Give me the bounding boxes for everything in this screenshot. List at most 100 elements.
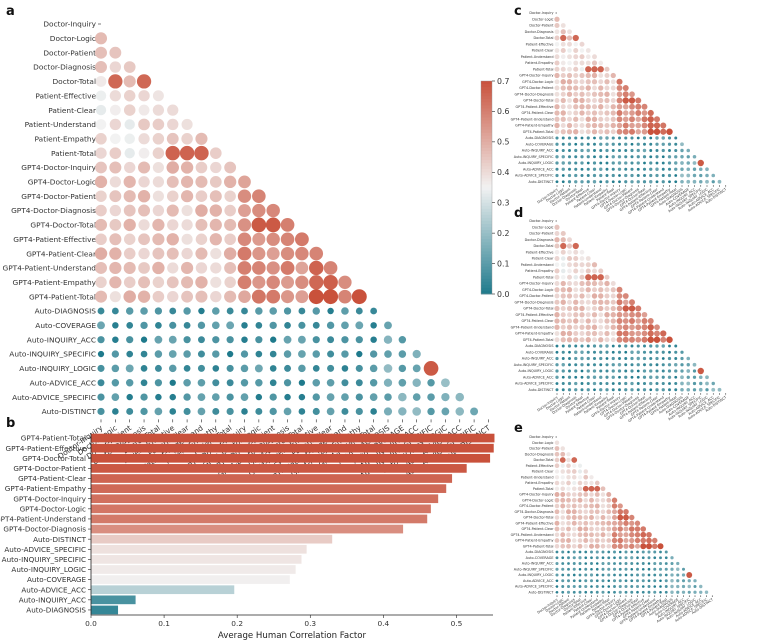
cell-a-25-23 (427, 379, 435, 387)
cell-a-21-16 (326, 321, 335, 330)
cell-e-09-07 (594, 485, 601, 492)
row-label-c-19: GPT4-Patient-Total (523, 130, 554, 134)
cell-a-26-21 (398, 392, 407, 402)
cell-e-25-06 (589, 579, 594, 583)
cell-e-25-13 (630, 579, 634, 583)
cell-d-17-01 (560, 324, 566, 330)
cell-c-22-10 (617, 148, 622, 153)
row-label-c-15: GPT4-Patient-Effective (516, 105, 554, 109)
cell-c-14-06 (592, 98, 597, 103)
cell-e-08-02 (566, 480, 571, 486)
cell-c-25-18 (667, 167, 672, 171)
cell-c-12-00 (554, 85, 560, 91)
cell-a-21-07 (197, 321, 206, 330)
cell-a-27-23 (427, 407, 435, 416)
cell-d-18-05 (585, 330, 591, 337)
cell-e-22-00 (555, 561, 559, 566)
cell-c-21-00 (555, 142, 559, 146)
bar-17 (91, 605, 119, 615)
cell-c-09-08 (604, 66, 610, 72)
colorbar-segment-54 (481, 245, 492, 249)
cell-d-19-17 (660, 336, 667, 343)
cell-d-26-08 (605, 381, 609, 386)
cell-a-21-09 (226, 321, 235, 330)
cell-d-17-00 (554, 324, 560, 330)
cell-a-05-02 (123, 90, 136, 102)
cell-d-20-15 (649, 344, 653, 348)
cell-c-17-16 (653, 116, 661, 123)
cell-a-27-01 (112, 408, 119, 415)
row-label-d-19: GPT4-Patient-Total (523, 338, 554, 342)
cell-d-19-10 (616, 336, 623, 343)
cell-a-18-06 (181, 276, 194, 289)
cell-e-24-00 (555, 573, 559, 577)
cell-c-19-04 (579, 129, 585, 135)
cell-a-16-13 (280, 246, 295, 261)
cell-e-21-07 (595, 556, 599, 560)
cell-e-26-19 (664, 585, 668, 588)
cell-d-21-09 (611, 350, 615, 354)
cell-c-19-10 (616, 128, 623, 135)
cell-c-18-04 (579, 123, 585, 128)
cell-d-23-01 (561, 363, 565, 367)
cell-a-12-04 (152, 190, 164, 202)
row-label-e-13: GPT4-Doctor-Diagnosis (515, 510, 554, 514)
cell-d-25-15 (649, 375, 653, 379)
row-label-d-08: Patient-Empathy (525, 269, 553, 273)
cell-d-18-06 (591, 330, 598, 337)
cell-d-25-14 (642, 375, 647, 379)
cell-e-24-05 (584, 573, 588, 577)
cell-c-07-01 (560, 54, 566, 60)
cell-c-17-13 (635, 116, 641, 122)
cell-c-25-19 (674, 167, 678, 171)
colorbar-tick-label-1: 0.1 (497, 259, 509, 268)
cell-c-14-08 (604, 97, 610, 104)
cell-a-16-10 (237, 246, 252, 261)
cell-c-21-20 (680, 142, 684, 147)
cell-d-18-11 (622, 330, 629, 337)
cell-e-20-02 (567, 550, 570, 554)
cell-c-18-11 (622, 122, 629, 129)
cell-c-08-04 (579, 60, 585, 66)
cell-a-05-03 (138, 90, 150, 102)
row-label-e-00: Doctor-Inquiry (529, 435, 553, 439)
cell-d-23-12 (630, 363, 634, 367)
cell-a-17-10 (237, 261, 252, 275)
cell-c-15-01 (560, 104, 566, 110)
cell-e-24-15 (641, 573, 645, 577)
cell-c-10-00 (554, 72, 560, 79)
cell-e-27-06 (590, 590, 593, 594)
row-label-c-27: Auto-DISTINCT (529, 180, 555, 184)
cell-a-17-00 (95, 261, 107, 274)
cell-a-25-10 (240, 379, 249, 387)
cell-a-02-00 (95, 46, 107, 59)
cell-a-24-19 (369, 364, 378, 373)
cell-e-15-07 (594, 520, 600, 526)
cell-e-21-00 (555, 556, 559, 560)
cell-a-19-12 (266, 289, 281, 304)
cell-e-06-04 (577, 469, 583, 474)
cell-c-18-03 (573, 123, 579, 128)
row-label-a-02: Doctor-Patient (43, 48, 96, 57)
cell-c-23-14 (642, 155, 647, 159)
cell-c-16-06 (591, 110, 598, 116)
cell-e-23-18 (658, 567, 663, 571)
cell-e-19-00 (554, 543, 560, 549)
cell-d-17-03 (573, 324, 579, 330)
cell-a-21-00 (97, 321, 105, 330)
cell-e-12-09 (606, 503, 612, 509)
cell-c-09-02 (567, 66, 572, 72)
cell-a-16-04 (152, 247, 165, 260)
colorbar-segment-27 (481, 163, 492, 167)
row-label-a-26: Auto-ADVICE_SPECIFIC (12, 393, 96, 402)
cell-d-13-03 (573, 299, 579, 305)
cell-c-22-07 (599, 149, 603, 152)
cell-e-20-07 (595, 550, 599, 554)
cell-a-16-15 (309, 246, 324, 261)
cell-a-10-00 (95, 161, 107, 174)
cell-c-24-19 (674, 161, 678, 165)
cell-d-15-03 (573, 312, 579, 318)
cell-d-12-00 (554, 293, 560, 299)
row-label-a-07: Patient-Understand (25, 120, 97, 129)
cell-e-19-05 (583, 544, 588, 549)
